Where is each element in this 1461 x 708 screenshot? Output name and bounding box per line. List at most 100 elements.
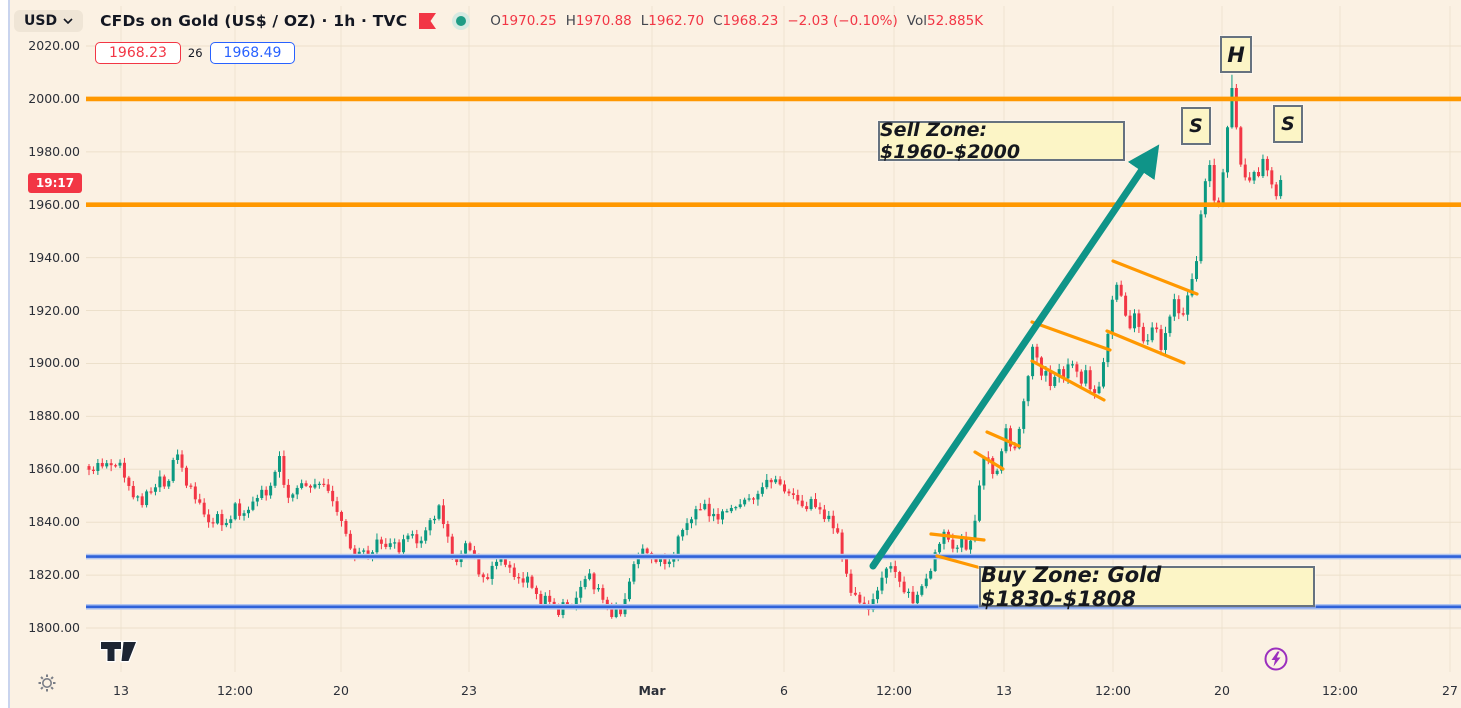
price-tick-label[interactable]: 2000.00 xyxy=(28,90,80,106)
time-tick-label[interactable]: Mar xyxy=(638,683,666,698)
candle-body xyxy=(499,559,503,562)
candle-body xyxy=(836,528,840,533)
candle-body xyxy=(636,554,640,565)
candle-body xyxy=(924,578,928,587)
candle-body xyxy=(1022,401,1026,429)
candle-body xyxy=(592,573,596,590)
candle-body xyxy=(282,456,286,485)
price-tick-label[interactable]: 1960.00 xyxy=(28,196,80,212)
lightning-boost-icon[interactable] xyxy=(1261,644,1291,678)
symbol-title[interactable]: CFDs on Gold (US$ / OZ) · 1h · TVC xyxy=(100,12,408,30)
time-tick-label[interactable]: 12:00 xyxy=(875,683,913,698)
sell-zone-label[interactable]: Sell Zone: $1960-$2000 xyxy=(878,119,1125,163)
time-tick-label[interactable]: 20 xyxy=(1214,683,1230,698)
candle-body xyxy=(1053,376,1057,386)
flag-trendline-4[interactable] xyxy=(1030,320,1112,352)
price-tick-label[interactable]: 1920.00 xyxy=(28,302,80,318)
candle-body xyxy=(831,515,835,529)
flag-trendline-1[interactable] xyxy=(935,554,983,570)
spread-value: 26 xyxy=(187,46,203,60)
candle-body xyxy=(1141,326,1145,342)
settings-gear-icon[interactable] xyxy=(38,674,56,696)
candle-body xyxy=(955,547,959,549)
candle-body xyxy=(982,457,986,486)
candle-body xyxy=(180,454,184,468)
candle-body xyxy=(300,483,304,488)
flag-trendline-6[interactable] xyxy=(1111,259,1199,296)
candle-body xyxy=(862,602,866,604)
time-tick-label[interactable]: 6 xyxy=(780,683,788,698)
candle-body xyxy=(1265,158,1269,171)
candle-body xyxy=(322,483,326,486)
tradingview-logo-icon[interactable] xyxy=(99,640,138,667)
price-tick-label[interactable]: 2020.00 xyxy=(28,38,80,53)
candle-body xyxy=(517,576,521,579)
candle-body xyxy=(211,522,215,524)
flag-trendline-7[interactable] xyxy=(1105,329,1186,365)
time-tick-label[interactable]: 12:00 xyxy=(1094,683,1132,698)
market-status-icon[interactable] xyxy=(452,12,471,30)
buy-ask-button[interactable]: 1968.49 xyxy=(209,42,296,64)
candle-body xyxy=(929,570,933,579)
candle-body xyxy=(1177,299,1181,314)
candle-body xyxy=(309,485,312,488)
candle-body xyxy=(122,462,126,478)
candle-body xyxy=(641,548,645,555)
candle-body xyxy=(574,597,578,608)
candle-body xyxy=(698,509,702,511)
price-tick-label[interactable]: 1880.00 xyxy=(28,408,80,424)
candle-body xyxy=(251,501,255,510)
candle-body xyxy=(1057,369,1061,377)
candle-body xyxy=(1013,446,1017,449)
candle-body xyxy=(1168,316,1172,334)
left-shoulder-label[interactable]: S xyxy=(1181,107,1211,145)
price-tick-label[interactable]: 1900.00 xyxy=(28,355,80,371)
flag-bookmark-icon[interactable] xyxy=(419,13,437,29)
candle-body xyxy=(171,459,175,481)
candle-body xyxy=(441,505,445,525)
candle-body xyxy=(588,573,592,580)
candle-body xyxy=(814,499,818,508)
candle-body xyxy=(920,586,924,595)
flag-trendline-2[interactable] xyxy=(985,430,1021,448)
head-label[interactable]: H xyxy=(1220,36,1252,73)
candle-body xyxy=(220,514,224,526)
candle-body xyxy=(774,479,778,483)
time-tick-label[interactable]: 27 xyxy=(1442,683,1458,698)
sell-bid-button[interactable]: 1968.23 xyxy=(95,42,181,64)
time-tick-label[interactable]: 12:00 xyxy=(1321,683,1359,698)
time-tick-label[interactable]: 23 xyxy=(461,683,477,698)
time-tick-label[interactable]: 20 xyxy=(333,683,349,698)
flag-trendline-5[interactable] xyxy=(1030,359,1106,402)
trend-arrow[interactable] xyxy=(869,144,1160,570)
candle-body xyxy=(91,469,95,471)
candle-body xyxy=(340,511,344,521)
candle-body xyxy=(233,503,237,520)
candle-body xyxy=(229,519,233,524)
candle-body xyxy=(1274,184,1278,197)
price-tick-label[interactable]: 1820.00 xyxy=(28,567,80,583)
right-shoulder-label[interactable]: S xyxy=(1273,105,1303,143)
candle-body xyxy=(729,507,733,512)
candle-body xyxy=(579,586,583,598)
time-tick-label[interactable]: 13 xyxy=(996,683,1012,698)
candle-body xyxy=(1243,164,1247,178)
candle-body xyxy=(822,509,826,520)
flag-trendline-3[interactable] xyxy=(973,450,1005,471)
candle-body xyxy=(1230,87,1234,128)
price-tick-label[interactable]: 1940.00 xyxy=(28,249,80,265)
candle-body xyxy=(353,548,357,555)
price-tick-label[interactable]: 1860.00 xyxy=(28,461,80,477)
candle-body xyxy=(707,503,711,517)
price-tick-label[interactable]: 1800.00 xyxy=(28,620,80,635)
buy-zone-label[interactable]: Buy Zone: Gold $1830-$1808 xyxy=(979,563,1315,611)
candle-body xyxy=(938,543,942,553)
currency-dropdown[interactable]: USD xyxy=(14,10,84,32)
candle-body xyxy=(1124,295,1128,316)
price-tick-label[interactable]: 1840.00 xyxy=(28,514,80,530)
price-tick-label[interactable]: 1980.00 xyxy=(28,143,80,159)
time-tick-label[interactable]: 12:00 xyxy=(216,683,254,698)
time-tick-label[interactable]: 13 xyxy=(113,683,129,698)
flag-trendline-0[interactable] xyxy=(929,532,986,542)
